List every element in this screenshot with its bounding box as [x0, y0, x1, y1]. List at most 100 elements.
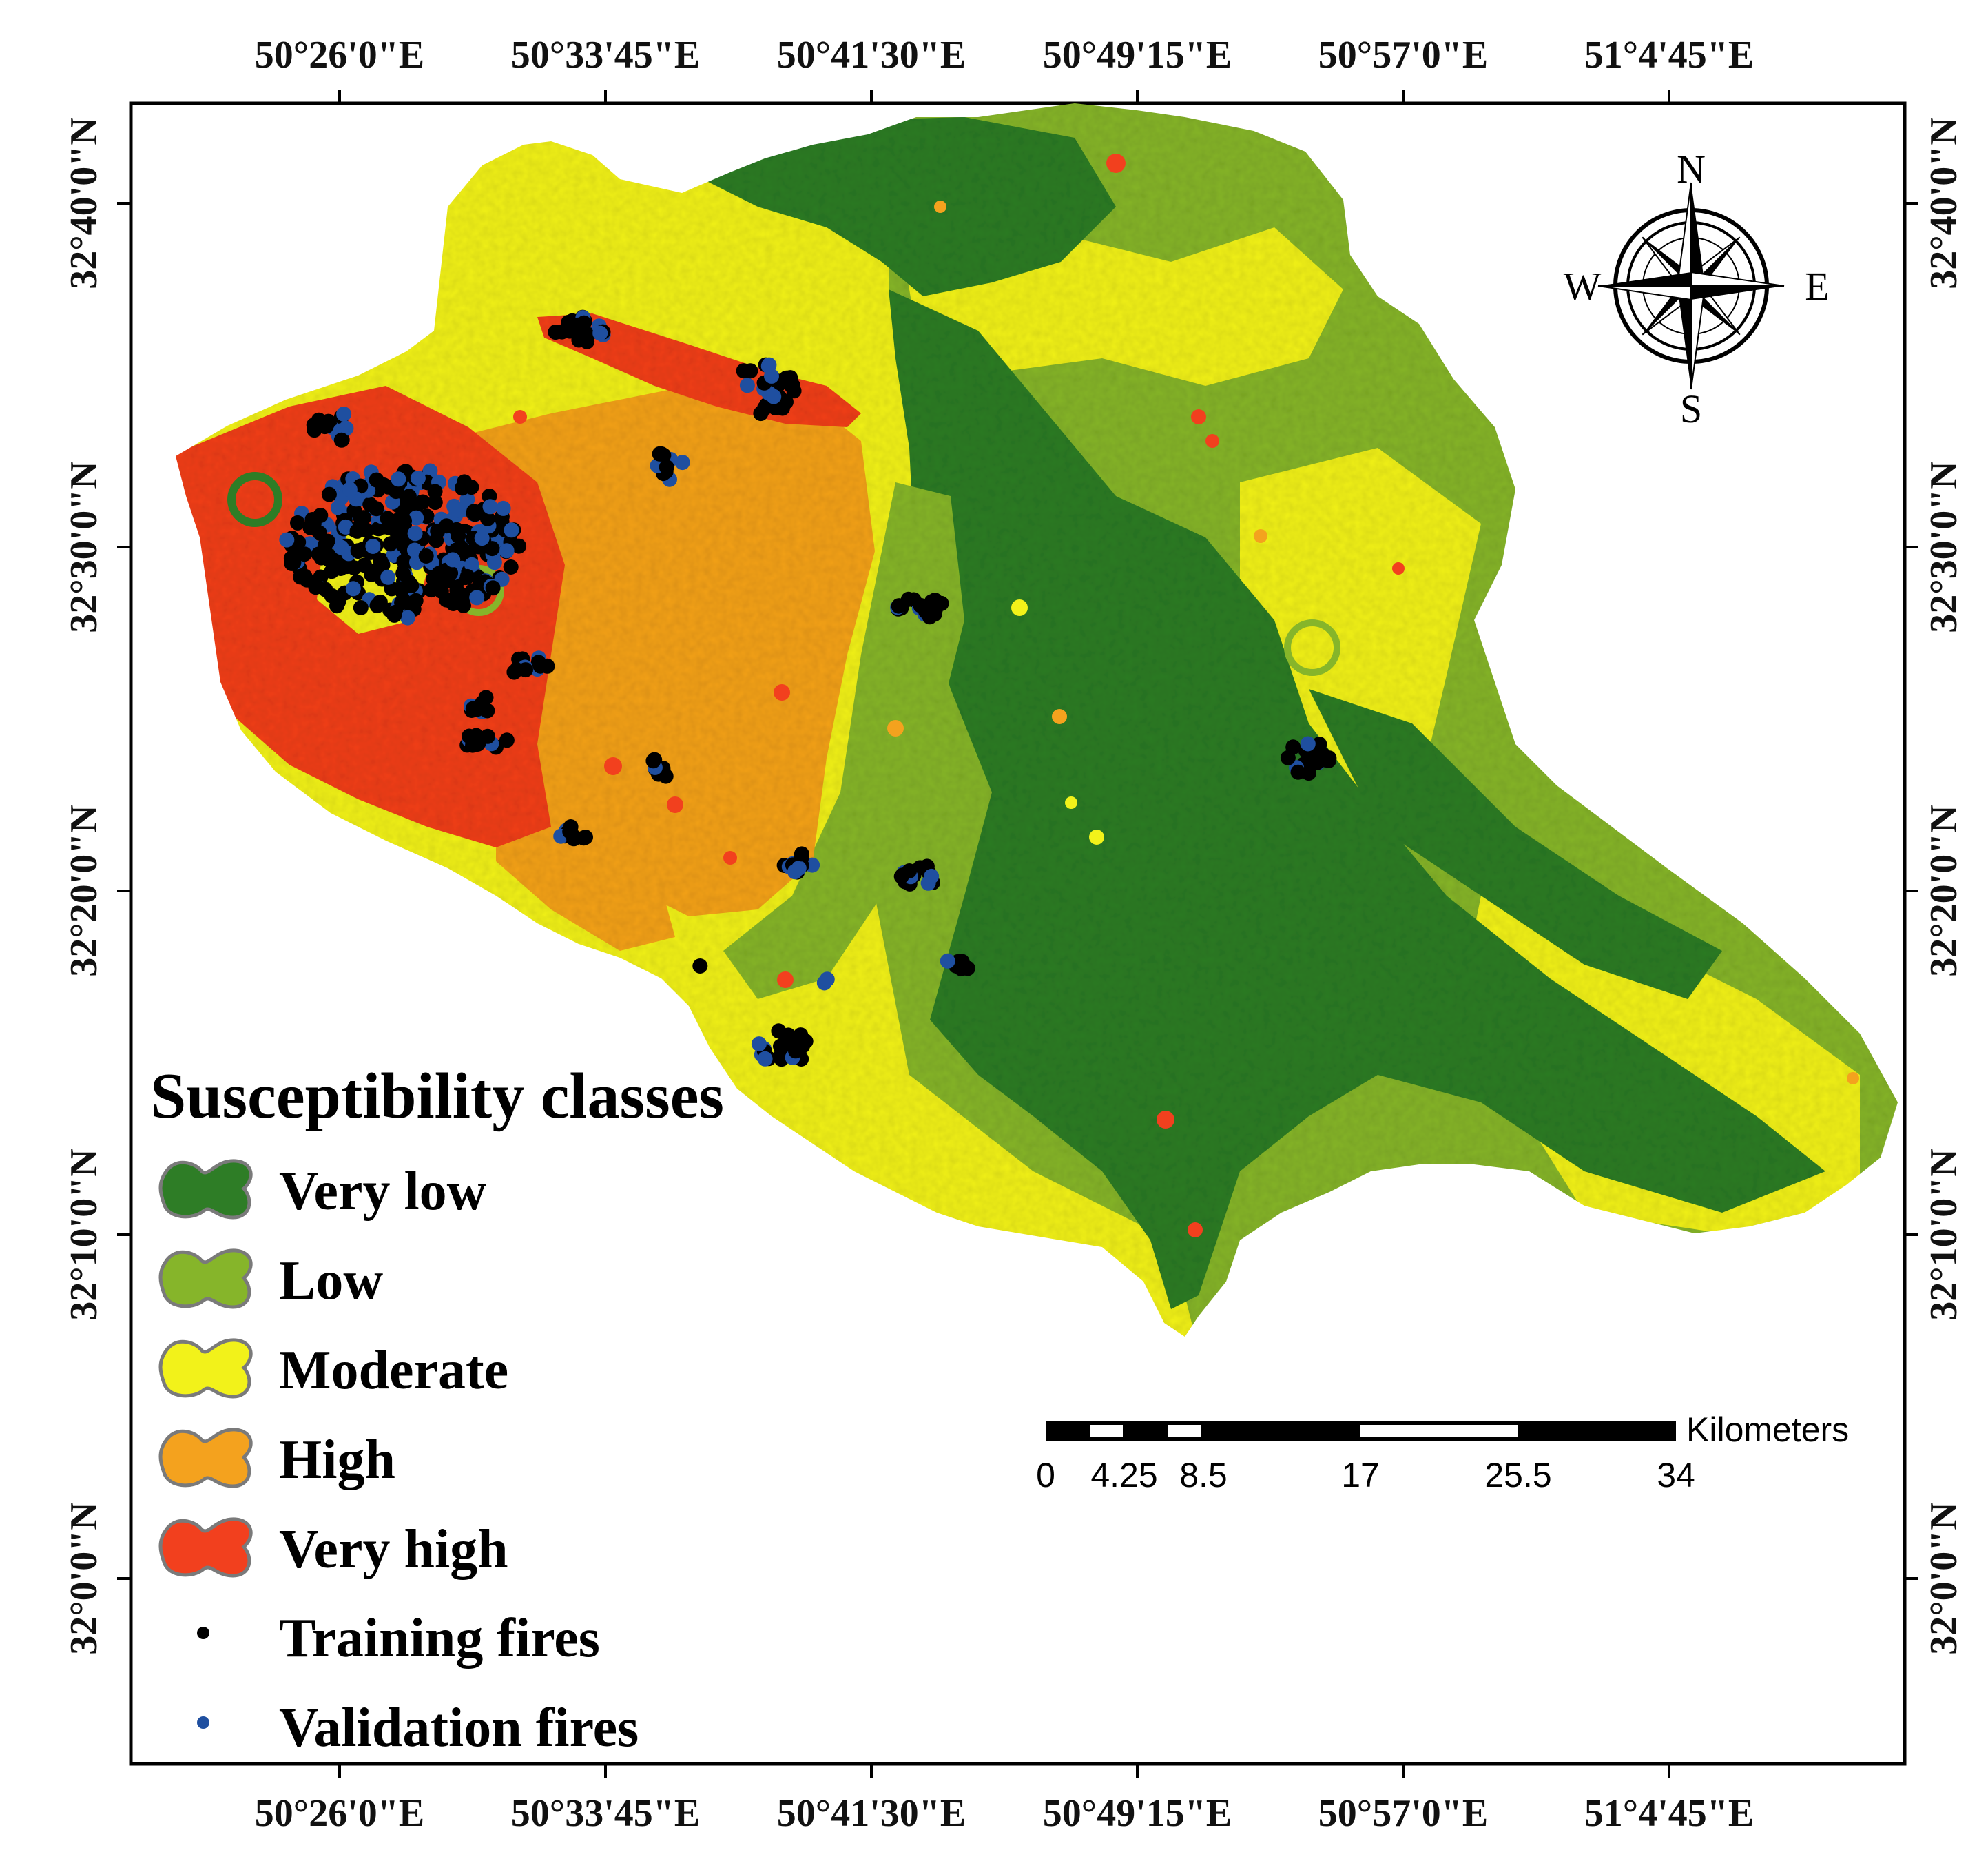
lon-ticks — [338, 90, 1670, 1778]
legend-swatch — [158, 1248, 253, 1309]
training-fire-point — [293, 569, 309, 585]
lon-label-top: 50°41'30"E — [777, 34, 966, 76]
validation-fire-point — [592, 325, 608, 341]
hotspot — [1847, 1072, 1859, 1084]
hotspot — [934, 201, 946, 213]
legend-swatch — [158, 1428, 253, 1488]
training-fire-point — [785, 378, 800, 393]
training-fire-point — [470, 701, 486, 717]
training-fire-point — [431, 566, 447, 582]
training-fire-point — [427, 495, 443, 511]
legend-class-label: Very low — [279, 1161, 487, 1222]
training-fire-point — [397, 513, 412, 528]
compass-point — [1598, 272, 1691, 286]
legend-class-label: Very high — [279, 1519, 508, 1580]
lat-label-left: 32°20'0"N — [63, 805, 105, 976]
training-fire-point — [349, 523, 365, 539]
validation-fire-point — [819, 971, 835, 987]
lon-label-top: 51°4'45"E — [1584, 34, 1754, 76]
zone-high-southwest — [496, 792, 675, 951]
training-fire-point — [286, 555, 302, 570]
compass-point — [1677, 286, 1691, 389]
training-fire-point — [384, 581, 400, 597]
training-fire-point — [386, 607, 402, 623]
validation-fire-point — [407, 526, 423, 542]
training-fire-point — [455, 541, 470, 557]
training-fire-point — [371, 521, 386, 537]
lon-label-top: 50°49'15"E — [1043, 34, 1232, 76]
zone-very-low-north — [703, 117, 1116, 296]
training-fire-point — [290, 515, 305, 531]
training-fire-point — [302, 520, 318, 535]
legend-points: Training fires Validation fires — [197, 1608, 639, 1758]
hotspot — [1205, 434, 1219, 448]
scale-bar-tick-label: 4.25 — [1090, 1456, 1157, 1494]
legend-swatch — [158, 1517, 253, 1578]
training-fire-point — [373, 553, 389, 569]
scale-bar-segment — [1360, 1425, 1518, 1437]
hotspot — [667, 796, 683, 813]
scale-bar-tick-label: 0 — [1036, 1456, 1055, 1494]
lat-label-left: 32°40'0"N — [63, 117, 105, 289]
training-fire-point — [511, 538, 527, 554]
training-fire-point — [321, 486, 337, 502]
training-fire-point — [408, 593, 424, 608]
training-fire-point — [320, 533, 335, 549]
legend-classes: Very low Low Moderate High Very high — [158, 1159, 508, 1580]
training-fire-point — [395, 566, 411, 582]
validation-fire-point — [410, 471, 426, 486]
validation-fire-point — [459, 491, 475, 507]
scale-bar-segment — [1168, 1425, 1201, 1437]
legend-swatch — [158, 1338, 253, 1399]
lat-label-right: 32°40'0"N — [1923, 117, 1965, 289]
hotspot — [1089, 830, 1104, 845]
validation-fire-point — [445, 552, 461, 568]
compass-point — [1691, 183, 1705, 286]
validation-fire-point — [486, 555, 502, 570]
training-fire-point — [795, 1038, 810, 1054]
training-fire-point — [462, 728, 477, 744]
scale-bar-tick-label: 25.5 — [1484, 1456, 1551, 1494]
legend-class-label: Low — [279, 1251, 383, 1311]
training-fire-point — [900, 591, 916, 607]
validation-fire-point — [336, 407, 352, 422]
validation-fire-point — [345, 581, 361, 597]
legend: Susceptibility classes Very low Low Modera… — [150, 1060, 724, 1758]
validation-fire-point — [365, 539, 381, 554]
lat-label-right: 32°20'0"N — [1923, 805, 1965, 976]
validation-fire-point — [464, 557, 479, 573]
lat-label-left: 32°0'0"N — [63, 1502, 105, 1654]
north-arrow: N S E W — [1564, 147, 1830, 431]
training-fire-point — [333, 561, 349, 576]
training-fire-point — [548, 325, 563, 340]
validation-fire-point — [342, 482, 358, 497]
lon-label-top: 50°26'0"E — [255, 34, 424, 76]
scale-bar-tick-label: 17 — [1341, 1456, 1380, 1494]
training-fire-point — [433, 583, 449, 599]
training-fire-point — [464, 480, 479, 495]
training-fire-point — [307, 422, 322, 438]
validation-fire-point — [766, 389, 782, 404]
legend-training-label: Training fires — [279, 1608, 600, 1669]
legend-swatch — [158, 1159, 253, 1220]
training-fire-point — [927, 602, 943, 618]
lon-label-bottom: 50°33'45"E — [511, 1792, 700, 1835]
lon-label-bottom: 51°4'45"E — [1584, 1792, 1754, 1835]
training-fire-point — [427, 484, 443, 500]
training-fire-point — [913, 597, 929, 613]
validation-fire-point — [751, 1036, 767, 1052]
hotspot — [1188, 1222, 1203, 1237]
training-fire-point — [1307, 751, 1323, 767]
training-fire-point — [356, 510, 372, 526]
training-fire-point — [389, 526, 405, 542]
training-fire-point — [311, 546, 327, 562]
training-fire-point — [778, 1032, 794, 1048]
training-fire-point — [324, 588, 340, 604]
hotspot — [1392, 562, 1405, 575]
ring-feature — [227, 472, 282, 527]
lon-label-bottom: 50°41'30"E — [777, 1792, 966, 1835]
lat-label-right: 32°30'0"N — [1923, 461, 1965, 633]
training-fire-point — [467, 506, 483, 522]
training-fire-point — [439, 518, 455, 534]
scale-bar-segment — [1090, 1425, 1123, 1437]
